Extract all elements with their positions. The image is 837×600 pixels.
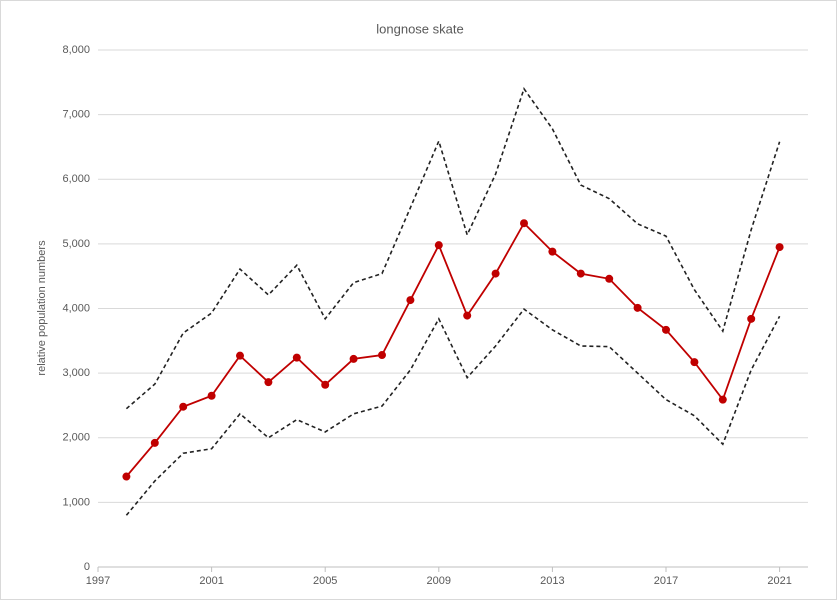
x-tick-label: 2009 (427, 575, 451, 587)
point (292, 353, 301, 362)
point (520, 219, 528, 228)
point (690, 358, 699, 367)
y-tick-label: 7,000 (62, 109, 90, 121)
y-axis-label: relative population numbers (36, 240, 48, 376)
chart-title: longnose skate (376, 21, 463, 36)
point (718, 395, 727, 404)
y-tick-label: 5,000 (62, 238, 90, 250)
point (434, 241, 443, 250)
point (150, 438, 159, 447)
point (207, 391, 216, 400)
x-tick-label: 2001 (199, 575, 223, 587)
y-tick-label: 3,000 (62, 367, 90, 379)
y-tick-label: 0 (84, 561, 90, 573)
series-line (125, 221, 781, 478)
series-line (125, 308, 781, 516)
point (775, 243, 784, 252)
y-tick-label: 8,000 (62, 44, 90, 56)
point (548, 247, 557, 256)
point (747, 314, 756, 323)
point (605, 274, 614, 283)
y-tick-label: 4,000 (62, 302, 90, 314)
x-tick-label: 2013 (540, 575, 564, 587)
point (576, 269, 585, 278)
point (321, 380, 330, 389)
x-tick-label: 1997 (86, 575, 110, 587)
point (662, 325, 670, 334)
x-tick-label: 2017 (654, 575, 678, 587)
point (406, 296, 415, 305)
point (264, 378, 273, 387)
x-tick-label: 2021 (767, 575, 791, 587)
y-tick-label: 1,000 (62, 496, 90, 508)
point (633, 303, 642, 312)
y-tick-label: 2,000 (62, 432, 90, 444)
y-tick-label: 6,000 (62, 173, 90, 185)
point (179, 402, 188, 411)
point (236, 351, 244, 360)
point (491, 269, 500, 278)
point (122, 472, 131, 481)
point (349, 354, 358, 363)
point (378, 351, 386, 360)
point (463, 311, 472, 320)
x-tick-label: 2005 (313, 575, 337, 587)
